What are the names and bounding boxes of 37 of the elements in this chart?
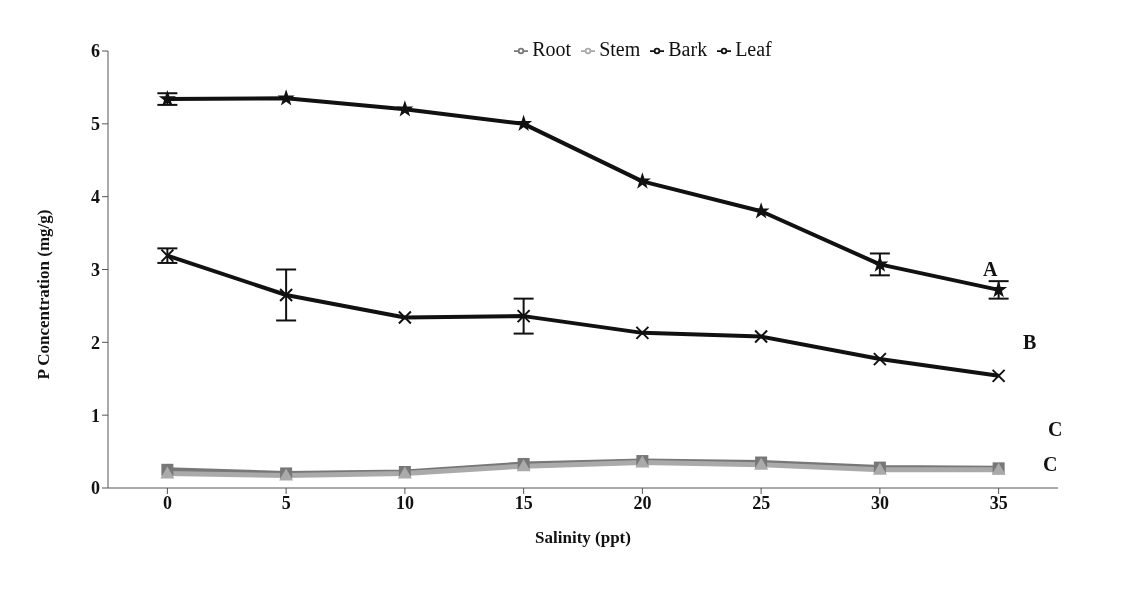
y-tick-label: 3 [91, 259, 100, 280]
legend-label: Root [532, 38, 572, 60]
y-axis-title: P Concentration (mg/g) [34, 209, 54, 380]
x-tick-label: 25 [752, 492, 771, 513]
x-axis-title: Salinity (ppt) [535, 528, 631, 547]
y-tick-label: 4 [91, 187, 100, 208]
point [160, 248, 175, 263]
y-tick-label: 0 [91, 478, 100, 499]
legend-label: Bark [668, 38, 708, 60]
point [991, 368, 1006, 383]
x-tick-label: 20 [633, 492, 652, 513]
x-tick-label: 35 [989, 492, 1008, 513]
annotation: A [983, 258, 998, 281]
point [396, 100, 414, 117]
point [871, 255, 889, 272]
annotation: C [1043, 453, 1058, 476]
point [872, 352, 887, 367]
y-tick-label: 1 [91, 405, 100, 426]
annotation: B [1023, 331, 1037, 354]
legend-label: Leaf [735, 38, 772, 60]
point [635, 325, 650, 340]
point [397, 310, 412, 325]
x-tick-label: 30 [870, 492, 889, 513]
y-tick-label: 2 [91, 332, 100, 353]
x-tick-label: 15 [514, 492, 533, 513]
annotation: C [1048, 418, 1063, 441]
point [515, 114, 533, 132]
point [277, 89, 295, 106]
x-tick-label: 0 [162, 492, 172, 513]
y-tick-label: 5 [91, 114, 100, 135]
point [516, 309, 531, 324]
point [754, 329, 769, 344]
legend-label: Stem [599, 38, 641, 60]
y-tick-label: 6 [91, 41, 100, 62]
x-tick-label: 10 [395, 492, 414, 513]
point [279, 287, 294, 302]
x-tick-label: 5 [281, 492, 291, 513]
